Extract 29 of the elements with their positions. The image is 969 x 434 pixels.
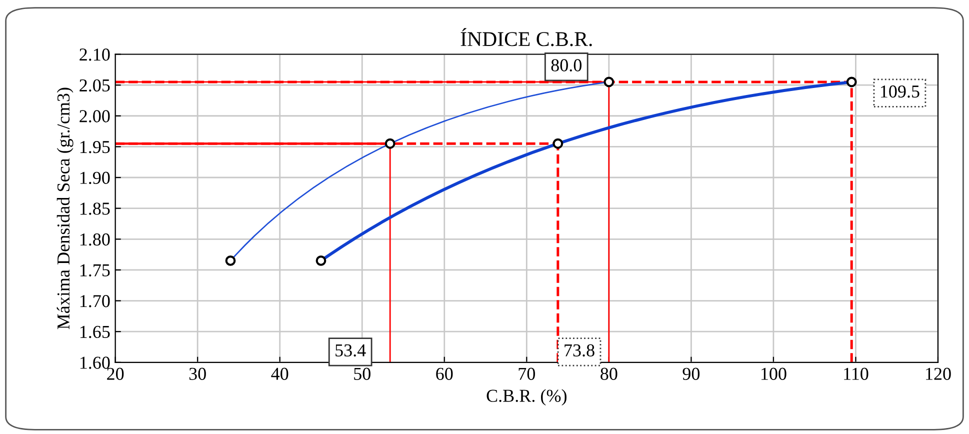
x-tick-label: 40 [271,368,288,380]
y-tick-label: 2.05 [80,79,110,92]
x-tick-label: 100 [762,368,786,380]
x-tick-label: 80 [600,368,618,380]
y-axis-title: Máxima Densidad Seca (gr./cm3) [56,88,74,330]
x-tick-label: 30 [189,368,206,380]
x-tick-label: 60 [436,368,453,380]
x-axis-title: C.B.R. (%) [486,389,566,406]
ref-line-label: 80.0 [551,59,582,72]
ref-line-label: 53.4 [336,344,366,357]
y-tick-label: 1.90 [80,172,110,184]
y-tick-label: 1.80 [80,233,110,246]
y-tick-label: 2.10 [80,48,110,61]
y-tick-label: 1.70 [80,295,110,308]
y-tick-label: 1.75 [80,264,110,276]
y-tick-label: 1.65 [80,326,110,338]
y-tick-label: 2.00 [80,110,110,122]
x-tick-label: 70 [518,368,535,380]
y-tick-label: 1.95 [80,141,110,154]
ref-line-label: 109.5 [880,85,920,98]
ref-line-label: 73.8 [564,344,594,357]
x-tick-label: 120 [926,368,951,380]
x-tick-label: 20 [107,368,124,380]
x-tick-label: 110 [844,368,868,380]
y-tick-label: 1.85 [80,202,110,215]
chart-title: ÍNDICE C.B.R. [460,28,592,46]
x-tick-label: 50 [354,368,370,380]
x-tick-label: 90 [682,368,700,380]
y-tick-label: 1.60 [80,356,110,369]
